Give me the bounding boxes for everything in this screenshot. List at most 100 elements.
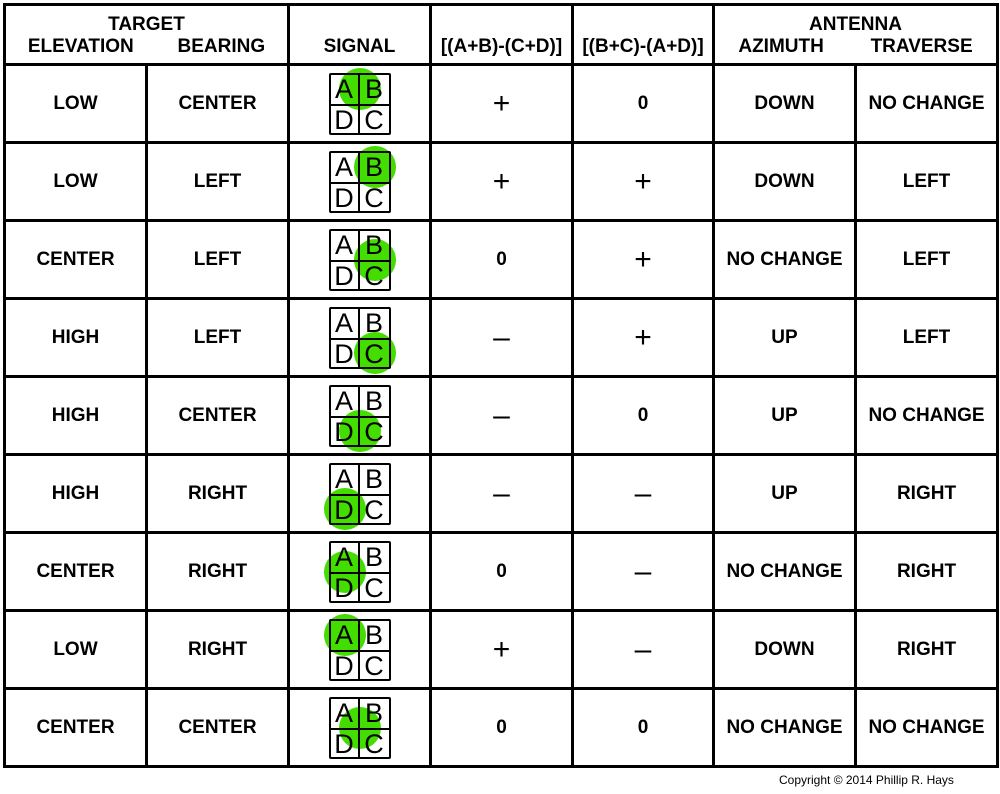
elevation-cell: LOW bbox=[3, 63, 148, 144]
antenna-header: ANTENNA AZIMUTH TRAVERSE bbox=[712, 3, 999, 66]
bearing-cell: RIGHT bbox=[145, 609, 290, 690]
table-row: LOW LEFT A B D C + + DOWN LEFT bbox=[3, 141, 999, 222]
quadrant-c: C bbox=[364, 338, 384, 369]
formula2-cell: 0 bbox=[571, 687, 715, 768]
quadrant-a: A bbox=[330, 308, 360, 340]
target-label: TARGET bbox=[108, 14, 185, 35]
quadrant-a: A bbox=[330, 464, 360, 496]
header-row: TARGET ELEVATION BEARING SIGNAL [(A+B)-(C… bbox=[3, 3, 999, 66]
quadrant-detector: A B D C bbox=[328, 228, 396, 291]
table-row: CENTER CENTER A B D C 0 0 NO CHANGE NO CHANG… bbox=[3, 687, 999, 768]
elevation-header: ELEVATION bbox=[27, 36, 134, 57]
quadrant-d: D bbox=[331, 261, 360, 291]
bearing-cell: LEFT bbox=[145, 141, 290, 222]
quadrant-b: B bbox=[359, 464, 389, 496]
quadrant-c: C bbox=[364, 416, 384, 447]
formula1-cell: – bbox=[429, 375, 574, 456]
signal-cell: A B D C bbox=[287, 63, 432, 144]
quadrant-detector: A B D C bbox=[328, 384, 391, 452]
quadrant-d: D bbox=[331, 573, 360, 603]
azimuth-cell: NO CHANGE bbox=[712, 687, 857, 768]
signal-cell: A B D C bbox=[287, 375, 432, 456]
azimuth-cell: DOWN bbox=[712, 609, 857, 690]
traverse-cell: RIGHT bbox=[854, 609, 999, 690]
quadrant-d: D bbox=[331, 183, 360, 213]
traverse-cell: LEFT bbox=[854, 219, 999, 300]
azimuth-cell: NO CHANGE bbox=[712, 219, 857, 300]
formula2-cell: 0 bbox=[571, 375, 715, 456]
formula2-cell: – bbox=[571, 453, 715, 534]
traverse-cell: RIGHT bbox=[854, 453, 999, 534]
signal-header: SIGNAL bbox=[287, 3, 432, 66]
bearing-cell: RIGHT bbox=[145, 453, 290, 534]
bearing-cell: LEFT bbox=[145, 297, 290, 378]
traverse-cell: NO CHANGE bbox=[854, 375, 999, 456]
formula1-cell: + bbox=[429, 63, 574, 144]
quadrant-a: A bbox=[330, 152, 360, 184]
azimuth-header: AZIMUTH bbox=[738, 36, 824, 57]
azimuth-cell: DOWN bbox=[712, 141, 857, 222]
quadrant-b: B bbox=[359, 74, 389, 106]
bearing-cell: CENTER bbox=[145, 63, 290, 144]
formula2-cell: + bbox=[571, 297, 715, 378]
formula1-cell: – bbox=[429, 453, 574, 534]
azimuth-cell: UP bbox=[712, 297, 857, 378]
target-header: TARGET ELEVATION BEARING bbox=[3, 3, 290, 66]
quadrant-c: C bbox=[364, 182, 384, 213]
formula1-cell: 0 bbox=[429, 219, 574, 300]
bearing-cell: RIGHT bbox=[145, 531, 290, 612]
quadrant-a: A bbox=[330, 620, 360, 652]
quadrant-b: B bbox=[359, 308, 389, 340]
formula1-cell: + bbox=[429, 141, 574, 222]
elevation-cell: CENTER bbox=[3, 531, 148, 612]
quadrant-c: C bbox=[364, 728, 384, 759]
quadrant-detector: A B D C bbox=[323, 462, 391, 530]
quadrant-d: D bbox=[331, 729, 360, 759]
traverse-cell: LEFT bbox=[854, 297, 999, 378]
bearing-header: BEARING bbox=[177, 36, 266, 57]
antenna-label: ANTENNA bbox=[809, 14, 902, 35]
signal-spot bbox=[338, 67, 381, 110]
quadrant-b: B bbox=[359, 620, 389, 652]
copyright: Copyright © 2014 Phillip R. Hays bbox=[779, 773, 954, 787]
elevation-cell: LOW bbox=[3, 141, 148, 222]
formula1-cell: + bbox=[429, 609, 574, 690]
formula1-cell: – bbox=[429, 297, 574, 378]
quadrant-b: B bbox=[359, 152, 389, 184]
quadrant-detector: A B D C bbox=[328, 67, 391, 135]
traverse-cell: NO CHANGE bbox=[854, 63, 999, 144]
quadrant-a: A bbox=[330, 74, 360, 106]
elevation-cell: CENTER bbox=[3, 687, 148, 768]
table-row: HIGH LEFT A B D C – + UP LEFT bbox=[3, 297, 999, 378]
quadrant-detector: A B D C bbox=[328, 306, 396, 374]
tracking-table: TARGET ELEVATION BEARING SIGNAL [(A+B)-(C… bbox=[3, 3, 999, 768]
azimuth-cell: DOWN bbox=[712, 63, 857, 144]
quadrant-c: C bbox=[364, 650, 384, 681]
signal-cell: A B D C bbox=[287, 531, 432, 612]
elevation-cell: CENTER bbox=[3, 219, 148, 300]
quadrant-detector: A B D C bbox=[328, 145, 396, 213]
bearing-cell: LEFT bbox=[145, 219, 290, 300]
signal-cell: A B D C bbox=[287, 141, 432, 222]
traverse-header: TRAVERSE bbox=[870, 36, 973, 57]
quadrant-d: D bbox=[331, 495, 360, 525]
signal-cell: A B D C bbox=[287, 609, 432, 690]
quadrant-a: A bbox=[330, 542, 360, 574]
quadrant-c: C bbox=[364, 104, 384, 135]
formula2-cell: + bbox=[571, 219, 715, 300]
quadrant-b: B bbox=[359, 542, 389, 574]
azimuth-cell: UP bbox=[712, 453, 857, 534]
quadrant-c: C bbox=[364, 260, 384, 291]
signal-cell: A B D C bbox=[287, 297, 432, 378]
table-row: LOW RIGHT A B D C + – DOWN RIGHT bbox=[3, 609, 999, 690]
quadrant-d: D bbox=[331, 105, 360, 135]
quadrant-d: D bbox=[331, 651, 360, 681]
formula1-header: [(A+B)-(C+D)] bbox=[429, 3, 574, 66]
signal-cell: A B D C bbox=[287, 453, 432, 534]
traverse-cell: RIGHT bbox=[854, 531, 999, 612]
table-row: CENTER RIGHT A B D C 0– NO CHANGE RIGHT bbox=[3, 531, 999, 612]
quadrant-a: A bbox=[330, 386, 360, 418]
formula2-cell: 0 bbox=[571, 63, 715, 144]
bearing-cell: CENTER bbox=[145, 375, 290, 456]
traverse-cell: LEFT bbox=[854, 141, 999, 222]
